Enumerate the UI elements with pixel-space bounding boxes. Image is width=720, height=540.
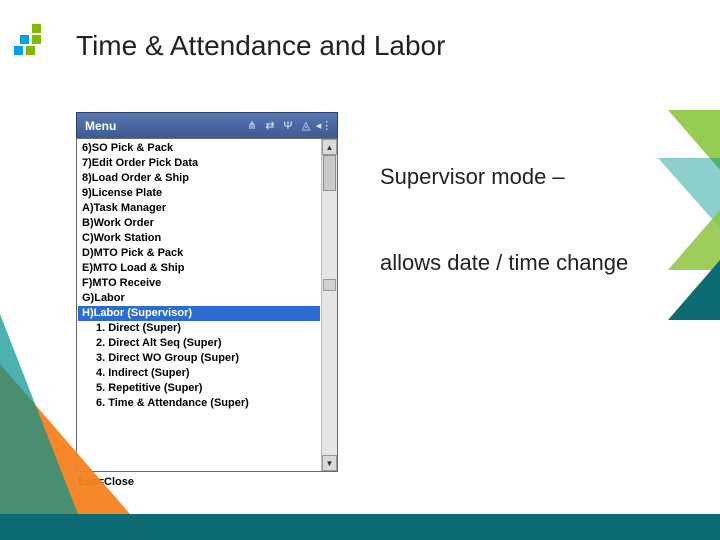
menu-item[interactable]: E)MTO Load & Ship <box>78 261 320 276</box>
scroll-up-button[interactable]: ▲ <box>322 139 337 155</box>
brand-logo <box>14 24 50 60</box>
menu-item[interactable]: 6)SO Pick & Pack <box>78 141 320 156</box>
volume-icon: ◂⋮ <box>317 119 331 133</box>
menu-item[interactable]: 7)Edit Order Pick Data <box>78 156 320 171</box>
scroll-track[interactable] <box>322 155 337 455</box>
menu-item[interactable]: B)Work Order <box>78 216 320 231</box>
menu-item[interactable]: A)Task Manager <box>78 201 320 216</box>
annotation-line-2: allows date / time change <box>380 248 628 278</box>
signal-icon: ⋔ <box>245 119 259 133</box>
antenna-icon: Ψ <box>281 119 295 133</box>
menu-subitem[interactable]: 1. Direct (Super) <box>78 321 320 336</box>
window-title: Menu <box>85 119 241 133</box>
annotation-line-1: Supervisor mode – <box>380 164 565 190</box>
decoration-right-4 <box>668 260 720 320</box>
menu-item[interactable]: D)MTO Pick & Pack <box>78 246 320 261</box>
sync-icon: ⇄ <box>263 119 277 133</box>
decoration-teal-triangle <box>0 314 78 514</box>
menu-item[interactable]: G)Labor <box>78 291 320 306</box>
page-title: Time & Attendance and Labor <box>76 30 445 62</box>
scroll-thumb[interactable] <box>323 155 336 191</box>
scroll-grip[interactable] <box>323 279 336 291</box>
menu-item[interactable]: 8)Load Order & Ship <box>78 171 320 186</box>
menu-item[interactable]: 9)License Plate <box>78 186 320 201</box>
menu-subitem[interactable]: 2. Direct Alt Seq (Super) <box>78 336 320 351</box>
scroll-down-button[interactable]: ▼ <box>322 455 337 471</box>
menu-item[interactable]: C)Work Station <box>78 231 320 246</box>
menu-item[interactable]: F)MTO Receive <box>78 276 320 291</box>
footer-bar <box>0 514 720 540</box>
scrollbar[interactable]: ▲ ▼ <box>321 139 337 471</box>
window-titlebar: Menu ⋔ ⇄ Ψ ◬ ◂⋮ <box>76 112 338 138</box>
menu-item[interactable]: H)Labor (Supervisor) <box>78 306 320 321</box>
wifi-icon: ◬ <box>299 119 313 133</box>
